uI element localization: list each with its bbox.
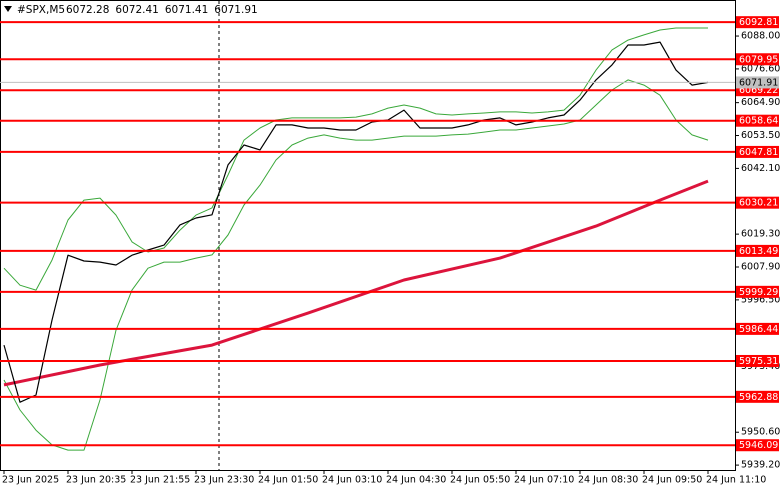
level-label: 5986.44 <box>739 324 778 335</box>
symbol-title: #SPX,M5 <box>17 4 65 16</box>
x-tick-label: 24 Jun 11:10 <box>706 475 766 486</box>
level-label-box <box>736 114 779 127</box>
level-label-box <box>736 322 779 335</box>
y-tick-label: 6053.50 <box>741 130 780 141</box>
level-label-box <box>736 53 779 66</box>
ohlc-value: 6071.41 <box>165 4 208 16</box>
level-label: 5999.29 <box>739 287 778 298</box>
level-label-box <box>736 354 779 367</box>
x-tick-label: 24 Jun 05:50 <box>450 475 510 486</box>
y-tick-label: 6007.90 <box>741 262 780 273</box>
ohlc-value: 6072.28 <box>66 4 109 16</box>
series-line <box>3 27 708 291</box>
y-tick-label: 5950.60 <box>741 427 780 438</box>
level-label: 6092.81 <box>739 17 778 28</box>
y-tick-label: 6019.30 <box>741 229 780 240</box>
x-tick-label: 24 Jun 04:30 <box>386 475 446 486</box>
level-label: 5946.09 <box>739 440 778 451</box>
level-label: 6058.64 <box>739 116 778 127</box>
y-tick-label: 6064.90 <box>741 97 780 108</box>
current-price-box <box>736 76 779 89</box>
x-tick-label: 24 Jun 07:10 <box>514 475 574 486</box>
x-tick-label: 24 Jun 01:50 <box>258 475 318 486</box>
plot-frame <box>0 0 736 471</box>
y-tick-label: 6042.10 <box>741 163 780 174</box>
current-price-label: 6071.91 <box>739 77 778 88</box>
level-label-box <box>736 145 779 158</box>
x-tick-label: 23 Jun 2025 <box>2 475 59 486</box>
level-label-box <box>736 285 779 298</box>
y-tick-label: 5996.50 <box>741 294 780 305</box>
series-line <box>3 41 709 403</box>
x-tick-label: 24 Jun 08:30 <box>578 475 638 486</box>
level-label: 6047.81 <box>739 147 778 158</box>
x-tick-label: 23 Jun 21:55 <box>130 475 190 486</box>
level-label-box <box>736 390 779 403</box>
level-label-box <box>736 16 779 29</box>
series-line <box>3 79 709 451</box>
y-tick-label: 6088.00 <box>741 31 780 42</box>
level-label: 6079.95 <box>739 54 778 65</box>
level-label: 6013.49 <box>739 246 778 257</box>
level-label-box <box>736 244 779 257</box>
ohlc-value: 6071.91 <box>214 4 257 16</box>
menu-arrow[interactable] <box>4 6 12 12</box>
x-tick-label: 24 Jun 09:50 <box>642 475 702 486</box>
level-label: 5962.88 <box>739 392 778 403</box>
level-label-box <box>736 196 779 209</box>
y-tick-label: 5939.20 <box>741 460 780 471</box>
x-tick-label: 23 Jun 20:35 <box>66 475 126 486</box>
y-tick-label: 6076.60 <box>741 63 780 74</box>
ohlc-value: 6072.41 <box>115 4 158 16</box>
x-tick-label: 24 Jun 03:10 <box>322 475 382 486</box>
level-label: 6069.22 <box>739 85 778 96</box>
level-label: 6030.21 <box>739 198 778 209</box>
level-label: 5975.31 <box>739 356 778 367</box>
x-tick-label: 23 Jun 23:30 <box>194 475 254 486</box>
level-label-box <box>736 439 779 452</box>
series-line <box>3 179 709 387</box>
